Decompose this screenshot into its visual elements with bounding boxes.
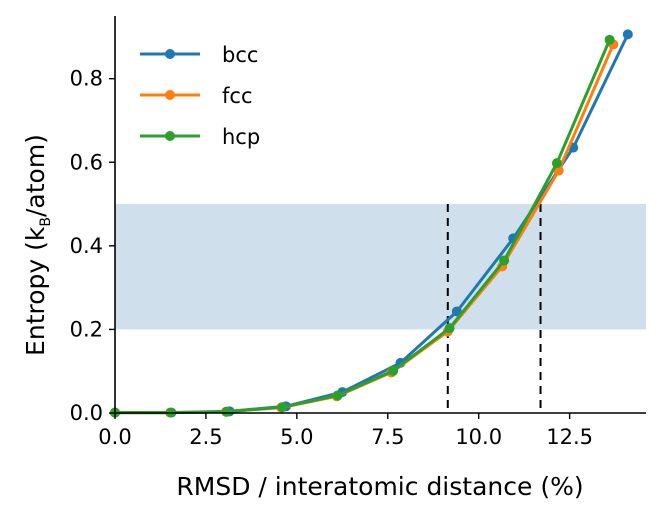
x-tick-label: 0.0 [98, 425, 131, 449]
legend-marker-fcc [165, 90, 175, 100]
x-tick-label: 2.5 [189, 425, 222, 449]
data-point-hcp [604, 34, 615, 45]
data-point-hcp [551, 158, 562, 169]
legend: bcc fcc hcp [140, 43, 260, 149]
y-tick-label: 0.4 [70, 234, 103, 258]
shaded-band [115, 204, 646, 330]
x-tick-label: 7.5 [371, 425, 404, 449]
x-axis-label: RMSD / interatomic distance (%) [176, 472, 583, 501]
legend-marker-bcc [165, 49, 175, 59]
y-axis-label: Entropy (kB/atom) [21, 134, 54, 356]
y-tick-label: 0.0 [70, 401, 103, 425]
y-tick-label: 0.2 [70, 317, 103, 341]
data-point-hcp [499, 255, 510, 266]
data-point-hcp [221, 406, 232, 417]
data-point-fcc [553, 165, 564, 176]
legend-label-hcp: hcp [222, 125, 260, 149]
axes: 0.0 2.5 5.0 7.5 10.0 12.5 0.0 0.2 0.4 0.6 0.8 [70, 16, 646, 449]
plot-area [110, 29, 646, 418]
data-point-hcp [388, 365, 399, 376]
data-point-hcp [444, 323, 455, 334]
data-point-hcp [332, 390, 343, 401]
y-tick-label: 0.6 [70, 150, 103, 174]
data-point-bcc [622, 29, 633, 40]
x-tick-label: 5.0 [280, 425, 313, 449]
legend-label-bcc: bcc [222, 43, 258, 67]
y-tick-label: 0.8 [70, 67, 103, 91]
series-line-hcp [115, 39, 611, 415]
x-tick-label: 10.0 [455, 425, 502, 449]
legend-marker-hcp [165, 131, 175, 141]
x-tick-label: 12.5 [546, 425, 593, 449]
legend-label-fcc: fcc [222, 84, 253, 108]
data-point-hcp [277, 402, 288, 413]
